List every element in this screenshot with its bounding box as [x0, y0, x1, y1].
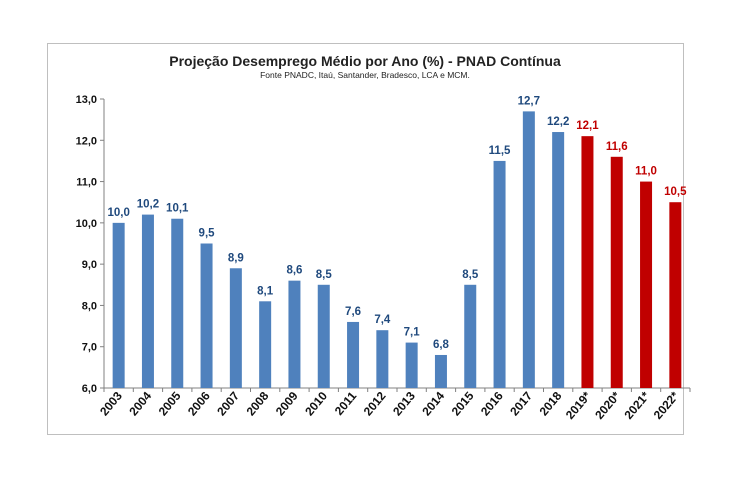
bar-2017: [522, 111, 535, 388]
data-label: 8,5: [316, 269, 333, 281]
data-label: 12,7: [518, 95, 540, 107]
x-tick-label: 2020*: [592, 389, 623, 422]
y-tick-label: 11,0: [76, 177, 97, 189]
bar-2004: [141, 214, 154, 388]
y-tick-label: 8,0: [82, 300, 97, 312]
data-label: 11,5: [489, 145, 511, 157]
data-label: 12,2: [547, 116, 569, 128]
bar-2006: [200, 243, 213, 388]
data-label: 6,8: [433, 339, 450, 351]
x-tick-label: 2003: [97, 389, 125, 419]
bar-2008: [259, 301, 272, 388]
y-tick-label: 7,0: [82, 342, 97, 354]
y-tick-label: 13,0: [76, 94, 97, 106]
x-tick-label: 2013: [390, 389, 418, 419]
x-tick-label: 2004: [126, 389, 154, 419]
x-tick-label: 2008: [244, 389, 272, 419]
bar-2020-proj: [610, 156, 623, 388]
data-label: 8,5: [462, 269, 479, 281]
bar-2007: [229, 268, 242, 388]
x-tick-label: 2022*: [651, 389, 682, 422]
data-label: 10,0: [107, 207, 129, 219]
data-label: 11,6: [606, 141, 628, 153]
chart-subtitle: Fonte PNADC, Itaú, Santander, Bradesco, …: [260, 70, 470, 80]
x-tick-label: 2019*: [563, 389, 594, 422]
data-label: 10,2: [137, 199, 159, 211]
data-label: 7,6: [345, 306, 361, 318]
y-tick-label: 6,0: [82, 383, 97, 395]
bar-2019-proj: [581, 136, 594, 388]
bar-2009: [288, 280, 301, 388]
bar-2010: [317, 284, 330, 388]
x-tick-label: 2016: [478, 389, 506, 419]
data-label: 8,9: [228, 252, 244, 264]
data-label: 11,0: [635, 166, 657, 178]
x-tick-label: 2010: [302, 389, 330, 419]
bar-2014: [434, 354, 447, 388]
x-tick-label: 2021*: [621, 389, 652, 422]
bar-2015: [464, 284, 477, 388]
bar-2022-proj: [669, 202, 682, 388]
y-tick-label: 12,0: [76, 135, 97, 147]
x-tick-label: 2009: [273, 389, 301, 419]
x-tick-label: 2005: [156, 389, 184, 419]
x-tick-label: 2017: [507, 389, 535, 419]
data-label: 12,1: [576, 120, 599, 132]
bar-2005: [171, 218, 184, 388]
x-tick-label: 2012: [361, 389, 389, 419]
y-tick-label: 10,0: [76, 218, 97, 230]
data-label: 7,1: [404, 327, 421, 339]
data-label: 8,6: [286, 265, 302, 277]
chart-title: Projeção Desemprego Médio por Ano (%) - …: [169, 53, 561, 69]
x-tick-label: 2011: [332, 389, 360, 418]
bar-2013: [405, 342, 418, 388]
data-label: 7,4: [374, 314, 391, 326]
bar-2018: [552, 132, 565, 388]
data-label: 8,1: [257, 285, 274, 297]
x-tick-label: 2018: [537, 389, 565, 419]
x-tick-label: 2007: [214, 389, 242, 419]
bar-2011: [347, 321, 360, 388]
data-label: 10,1: [166, 203, 189, 215]
y-tick-label: 9,0: [82, 259, 97, 271]
x-tick-label: 2006: [185, 389, 213, 419]
data-label: 9,5: [199, 228, 216, 240]
bar-2021-proj: [640, 181, 653, 388]
bar-2012: [376, 330, 389, 388]
x-tick-label: 2014: [419, 389, 447, 419]
data-label: 10,5: [664, 186, 687, 198]
bar-2016: [493, 160, 506, 388]
bar-2003: [112, 222, 125, 388]
x-tick-label: 2015: [449, 389, 477, 419]
